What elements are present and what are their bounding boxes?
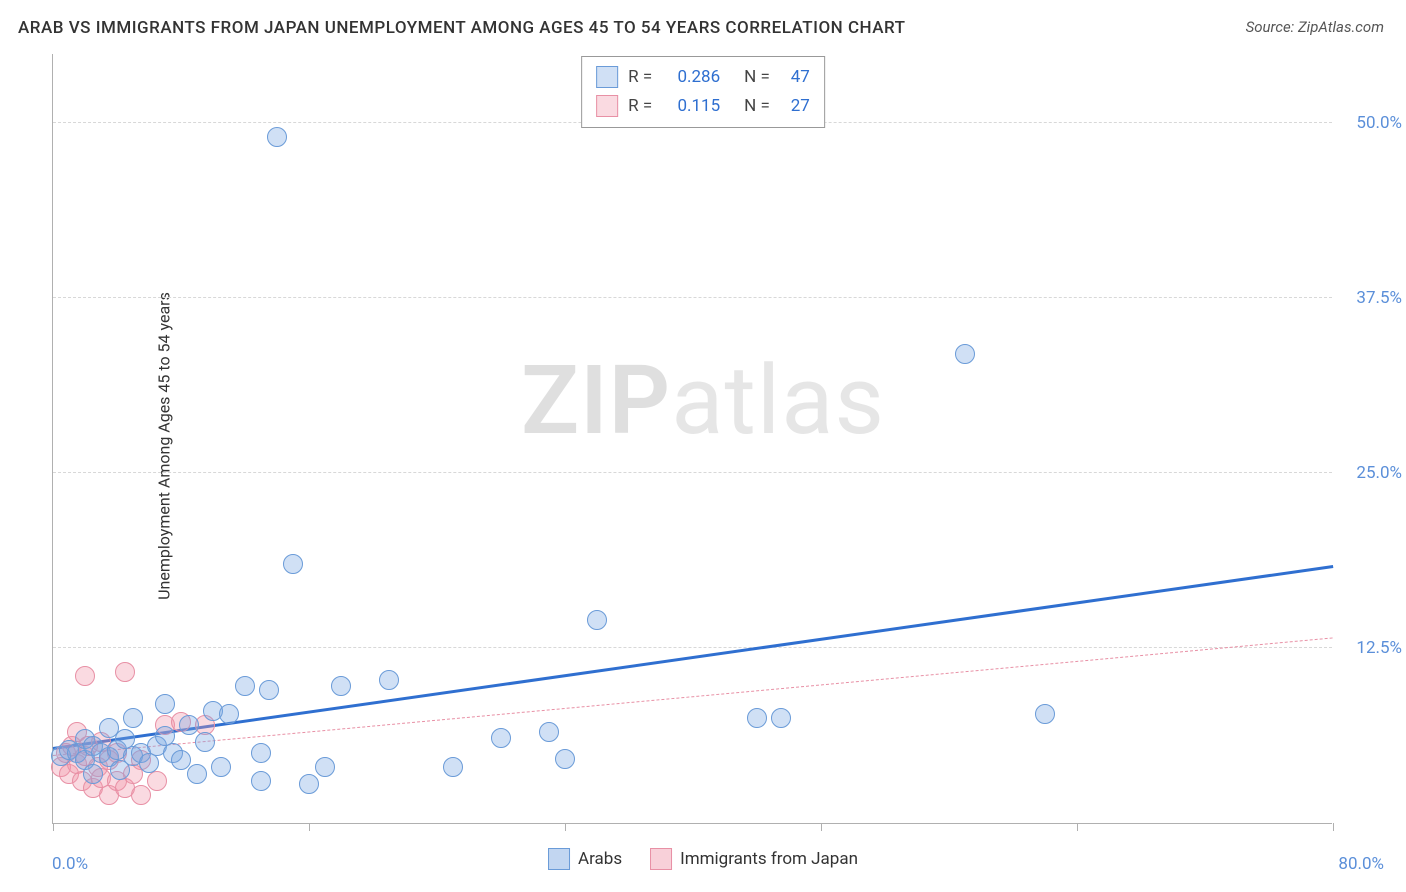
data-point <box>123 708 143 728</box>
y-tick-label: 12.5% <box>1342 638 1402 658</box>
series-legend: Arabs Immigrants from Japan <box>548 848 858 870</box>
correlation-legend: R = 0.286 N = 47 R = 0.115 N = 27 <box>581 56 825 128</box>
data-point <box>219 704 239 724</box>
plot-area: 12.5%25.0%37.5%50.0% <box>52 54 1332 824</box>
data-point <box>747 708 767 728</box>
data-point <box>555 749 575 769</box>
data-point <box>315 757 335 777</box>
gridline <box>53 472 1332 473</box>
x-tick <box>53 823 54 831</box>
data-point <box>251 771 271 791</box>
gridline <box>53 647 1332 648</box>
chart-title: ARAB VS IMMIGRANTS FROM JAPAN UNEMPLOYME… <box>18 18 906 38</box>
legend-stat-row: R = 0.115 N = 27 <box>596 92 810 121</box>
data-point <box>211 757 231 777</box>
data-point <box>251 743 271 763</box>
r-label: R = <box>628 92 652 121</box>
data-point <box>1035 704 1055 724</box>
gridline <box>53 297 1332 298</box>
n-value: 47 <box>780 63 810 92</box>
data-point <box>955 344 975 364</box>
data-point <box>443 757 463 777</box>
data-point <box>195 732 215 752</box>
n-label: N = <box>744 92 770 121</box>
data-point <box>147 771 167 791</box>
x-tick <box>1077 823 1078 831</box>
data-point <box>283 554 303 574</box>
source-attribution: Source: ZipAtlas.com <box>1246 18 1384 36</box>
y-tick-label: 37.5% <box>1342 288 1402 308</box>
legend-swatch <box>548 848 570 870</box>
data-point <box>115 662 135 682</box>
data-point <box>131 785 151 805</box>
data-point <box>187 764 207 784</box>
y-tick-label: 25.0% <box>1342 463 1402 483</box>
legend-item: Arabs <box>548 848 622 870</box>
x-tick <box>1333 823 1334 831</box>
x-tick <box>821 823 822 831</box>
data-point <box>491 728 511 748</box>
data-point <box>299 774 319 794</box>
r-value: 0.115 <box>662 92 720 121</box>
x-tick <box>309 823 310 831</box>
data-point <box>83 764 103 784</box>
legend-label: Immigrants from Japan <box>680 849 858 869</box>
n-value: 27 <box>780 92 810 121</box>
data-point <box>539 722 559 742</box>
data-point <box>110 760 130 780</box>
x-axis-max-label: 80.0% <box>1338 854 1384 874</box>
r-value: 0.286 <box>662 63 720 92</box>
n-label: N = <box>744 63 770 92</box>
data-point <box>379 670 399 690</box>
x-axis-min-label: 0.0% <box>52 854 88 874</box>
data-point <box>587 610 607 630</box>
legend-label: Arabs <box>578 849 622 869</box>
data-point <box>259 680 279 700</box>
legend-stat-row: R = 0.286 N = 47 <box>596 63 810 92</box>
data-point <box>235 676 255 696</box>
legend-swatch <box>596 66 618 88</box>
x-tick <box>565 823 566 831</box>
data-point <box>179 715 199 735</box>
data-point <box>331 676 351 696</box>
trendline <box>53 565 1333 750</box>
legend-swatch <box>596 95 618 117</box>
data-point <box>155 694 175 714</box>
y-tick-label: 50.0% <box>1342 113 1402 133</box>
r-label: R = <box>628 63 652 92</box>
data-point <box>75 666 95 686</box>
legend-swatch <box>650 848 672 870</box>
legend-item: Immigrants from Japan <box>650 848 858 870</box>
data-point <box>771 708 791 728</box>
data-point <box>267 127 287 147</box>
